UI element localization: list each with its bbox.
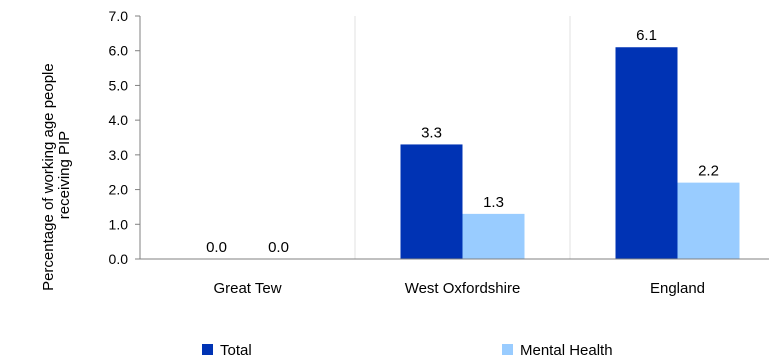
y-tick-label: 5.0 [109,77,129,93]
legend: Total Mental Health [202,342,613,359]
legend-label: Total [220,342,252,359]
data-label: 6.1 [636,27,657,44]
data-label: 1.3 [483,194,504,211]
legend-swatch [202,344,213,355]
y-tick-label: 0.0 [109,251,129,267]
bar-mental-health [462,213,525,259]
y-axis-title-line-1: Percentage of working age people [40,63,57,291]
y-tick-labels: 0.0 1.0 2.0 3.0 4.0 5.0 6.0 7.0 [109,8,140,267]
y-tick-label: 2.0 [109,182,129,198]
category-label: West Oxfordshire [405,280,521,297]
y-axis: 0.0 1.0 2.0 3.0 4.0 5.0 6.0 7.0 [109,8,141,267]
data-label: 2.2 [698,163,719,180]
category-labels: Great Tew West Oxfordshire England [213,280,705,297]
legend-item-total: Total [202,342,252,359]
y-tick-label: 4.0 [109,112,129,128]
legend-item-mental-health: Mental Health [502,342,613,359]
y-tick-label: 6.0 [109,43,129,59]
y-axis-title: Percentage of working age people receivi… [40,59,73,291]
category-label: Great Tew [213,280,281,297]
category-label: England [650,280,705,297]
data-label: 3.3 [421,124,442,141]
bar-total [400,144,463,259]
data-label: 0.0 [268,239,289,256]
bar-total [615,47,678,259]
y-tick-label: 1.0 [109,216,129,232]
bar-mental-health [677,182,740,259]
y-tick-label: 7.0 [109,8,129,24]
y-tick-label: 3.0 [109,147,129,163]
y-axis-title-line-2: receiving PIP [56,131,73,219]
legend-swatch [502,344,513,355]
legend-label: Mental Health [520,342,613,359]
data-label: 0.0 [206,239,227,256]
grid [354,16,571,259]
data-labels: 0.0 0.0 3.3 1.3 6.1 2.2 [206,27,719,256]
bars [400,47,740,259]
